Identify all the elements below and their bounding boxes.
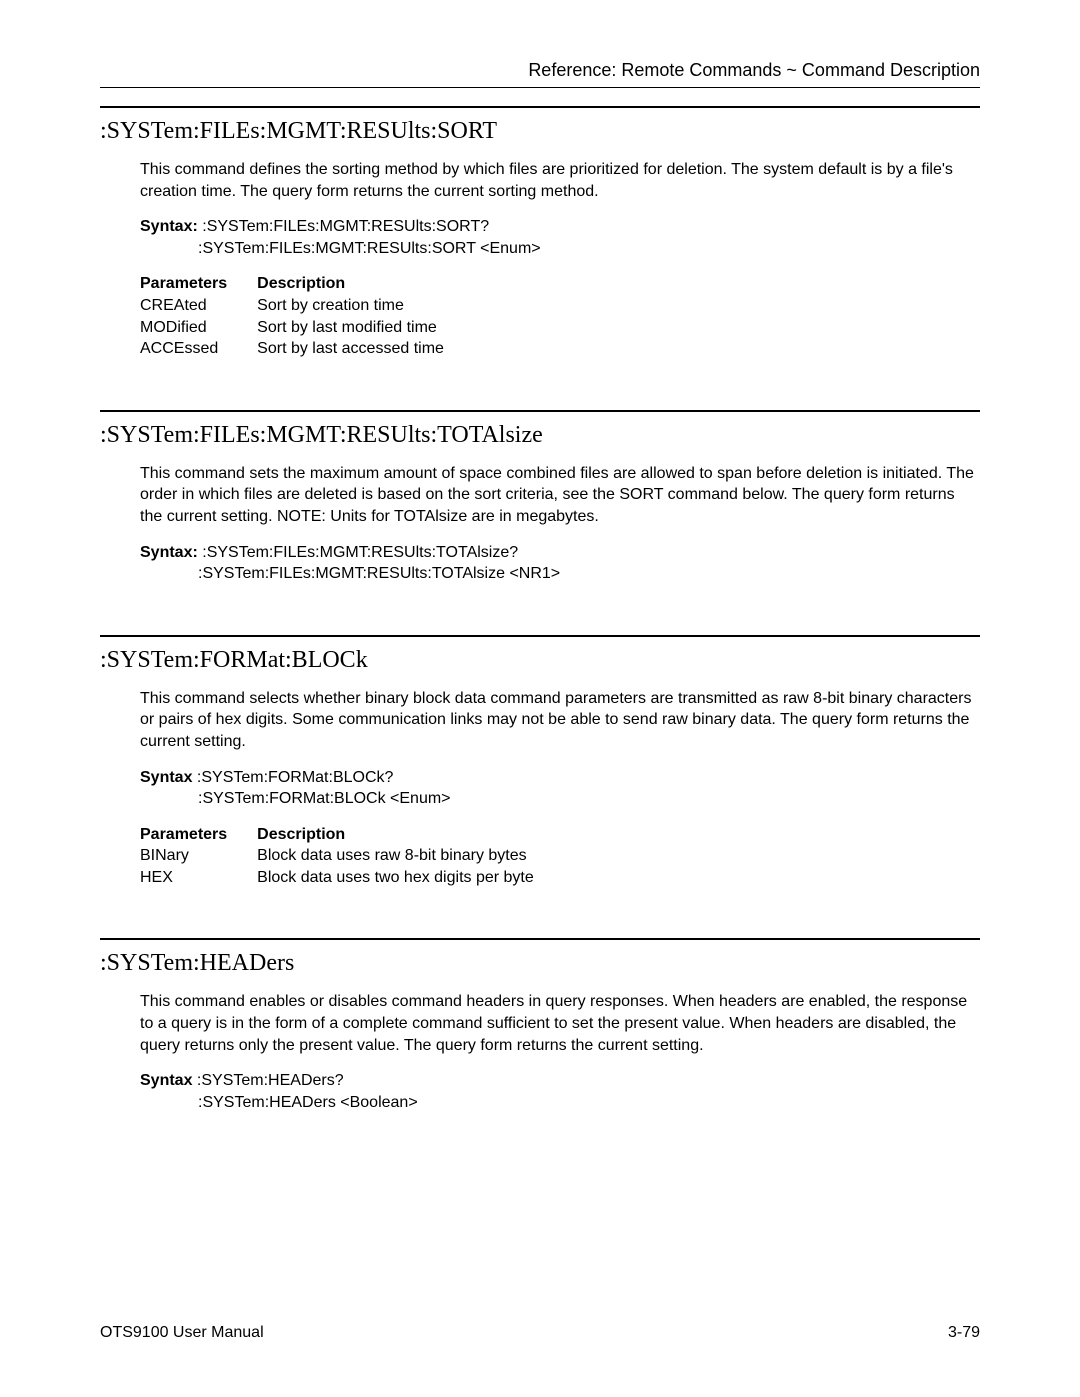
- syntax-line-1: :SYSTem:FORMat:BLOCk?: [192, 769, 393, 786]
- syntax-block: Syntax :SYSTem:FORMat:BLOCk? :SYSTem:FORM…: [140, 767, 980, 810]
- param-description: Sort by last modified time: [257, 317, 474, 339]
- command-section: :SYSTem:HEADers This command enables or d…: [100, 938, 980, 1113]
- param-name: CREAted: [140, 295, 257, 317]
- section-description: This command selects whether binary bloc…: [140, 688, 980, 753]
- section-title: :SYSTem:HEADers: [100, 938, 980, 977]
- params-row: BINaryBlock data uses raw 8-bit binary b…: [140, 845, 564, 867]
- syntax-line-2: :SYSTem:FILEs:MGMT:RESUlts:TOTAlsize <NR…: [140, 563, 980, 585]
- params-header-row: ParametersDescription: [140, 824, 564, 846]
- syntax-block: Syntax: :SYSTem:FILEs:MGMT:RESUlts:SORT?…: [140, 216, 980, 259]
- params-table: ParametersDescriptionCREAtedSort by crea…: [140, 273, 474, 359]
- param-description: Sort by creation time: [257, 295, 474, 317]
- params-header-col1: Parameters: [140, 273, 257, 295]
- syntax-line-1: :SYSTem:FILEs:MGMT:RESUlts:SORT?: [198, 218, 489, 235]
- params-header-col2: Description: [257, 273, 474, 295]
- syntax-line-2: :SYSTem:FORMat:BLOCk <Enum>: [140, 788, 980, 810]
- syntax-label: Syntax: [140, 1072, 192, 1089]
- params-header-col1: Parameters: [140, 824, 257, 846]
- section-description: This command sets the maximum amount of …: [140, 463, 980, 528]
- syntax-label: Syntax: [140, 769, 192, 786]
- section-body: This command defines the sorting method …: [100, 159, 980, 360]
- param-description: Block data uses raw 8-bit binary bytes: [257, 845, 564, 867]
- params-row: CREAtedSort by creation time: [140, 295, 474, 317]
- params-row: HEXBlock data uses two hex digits per by…: [140, 867, 564, 889]
- param-name: BINary: [140, 845, 257, 867]
- command-section: :SYSTem:FILEs:MGMT:RESUlts:SORT This comm…: [100, 106, 980, 360]
- section-description: This command enables or disables command…: [140, 991, 980, 1056]
- params-table: ParametersDescriptionBINaryBlock data us…: [140, 824, 564, 889]
- syntax-line-2: :SYSTem:HEADers <Boolean>: [140, 1092, 980, 1114]
- param-description: Block data uses two hex digits per byte: [257, 867, 564, 889]
- syntax-line-1: :SYSTem:HEADers?: [192, 1072, 343, 1089]
- footer-left: OTS9100 User Manual: [100, 1324, 264, 1342]
- syntax-label: Syntax:: [140, 544, 198, 561]
- command-section: :SYSTem:FORMat:BLOCk This command selects…: [100, 635, 980, 889]
- syntax-label: Syntax:: [140, 218, 198, 235]
- section-description: This command defines the sorting method …: [140, 159, 980, 202]
- param-name: MODified: [140, 317, 257, 339]
- param-name: HEX: [140, 867, 257, 889]
- param-description: Sort by last accessed time: [257, 338, 474, 360]
- command-section: :SYSTem:FILEs:MGMT:RESUlts:TOTAlsize This…: [100, 410, 980, 585]
- sections-container: :SYSTem:FILEs:MGMT:RESUlts:SORT This comm…: [100, 106, 980, 1113]
- param-name: ACCEssed: [140, 338, 257, 360]
- section-title: :SYSTem:FILEs:MGMT:RESUlts:SORT: [100, 106, 980, 145]
- page-header-text: Reference: Remote Commands ~ Command Des…: [528, 60, 980, 80]
- params-header-row: ParametersDescription: [140, 273, 474, 295]
- page-header: Reference: Remote Commands ~ Command Des…: [100, 60, 980, 88]
- syntax-block: Syntax :SYSTem:HEADers? :SYSTem:HEADers <…: [140, 1070, 980, 1113]
- syntax-line-2: :SYSTem:FILEs:MGMT:RESUlts:SORT <Enum>: [140, 238, 980, 260]
- section-body: This command sets the maximum amount of …: [100, 463, 980, 585]
- page-footer: OTS9100 User Manual 3-79: [100, 1324, 980, 1342]
- footer-right: 3-79: [948, 1324, 980, 1342]
- section-body: This command selects whether binary bloc…: [100, 688, 980, 889]
- params-row: MODifiedSort by last modified time: [140, 317, 474, 339]
- syntax-line-1: :SYSTem:FILEs:MGMT:RESUlts:TOTAlsize?: [198, 544, 518, 561]
- params-row: ACCEssedSort by last accessed time: [140, 338, 474, 360]
- syntax-block: Syntax: :SYSTem:FILEs:MGMT:RESUlts:TOTAl…: [140, 542, 980, 585]
- section-title: :SYSTem:FILEs:MGMT:RESUlts:TOTAlsize: [100, 410, 980, 449]
- params-header-col2: Description: [257, 824, 564, 846]
- section-title: :SYSTem:FORMat:BLOCk: [100, 635, 980, 674]
- section-body: This command enables or disables command…: [100, 991, 980, 1113]
